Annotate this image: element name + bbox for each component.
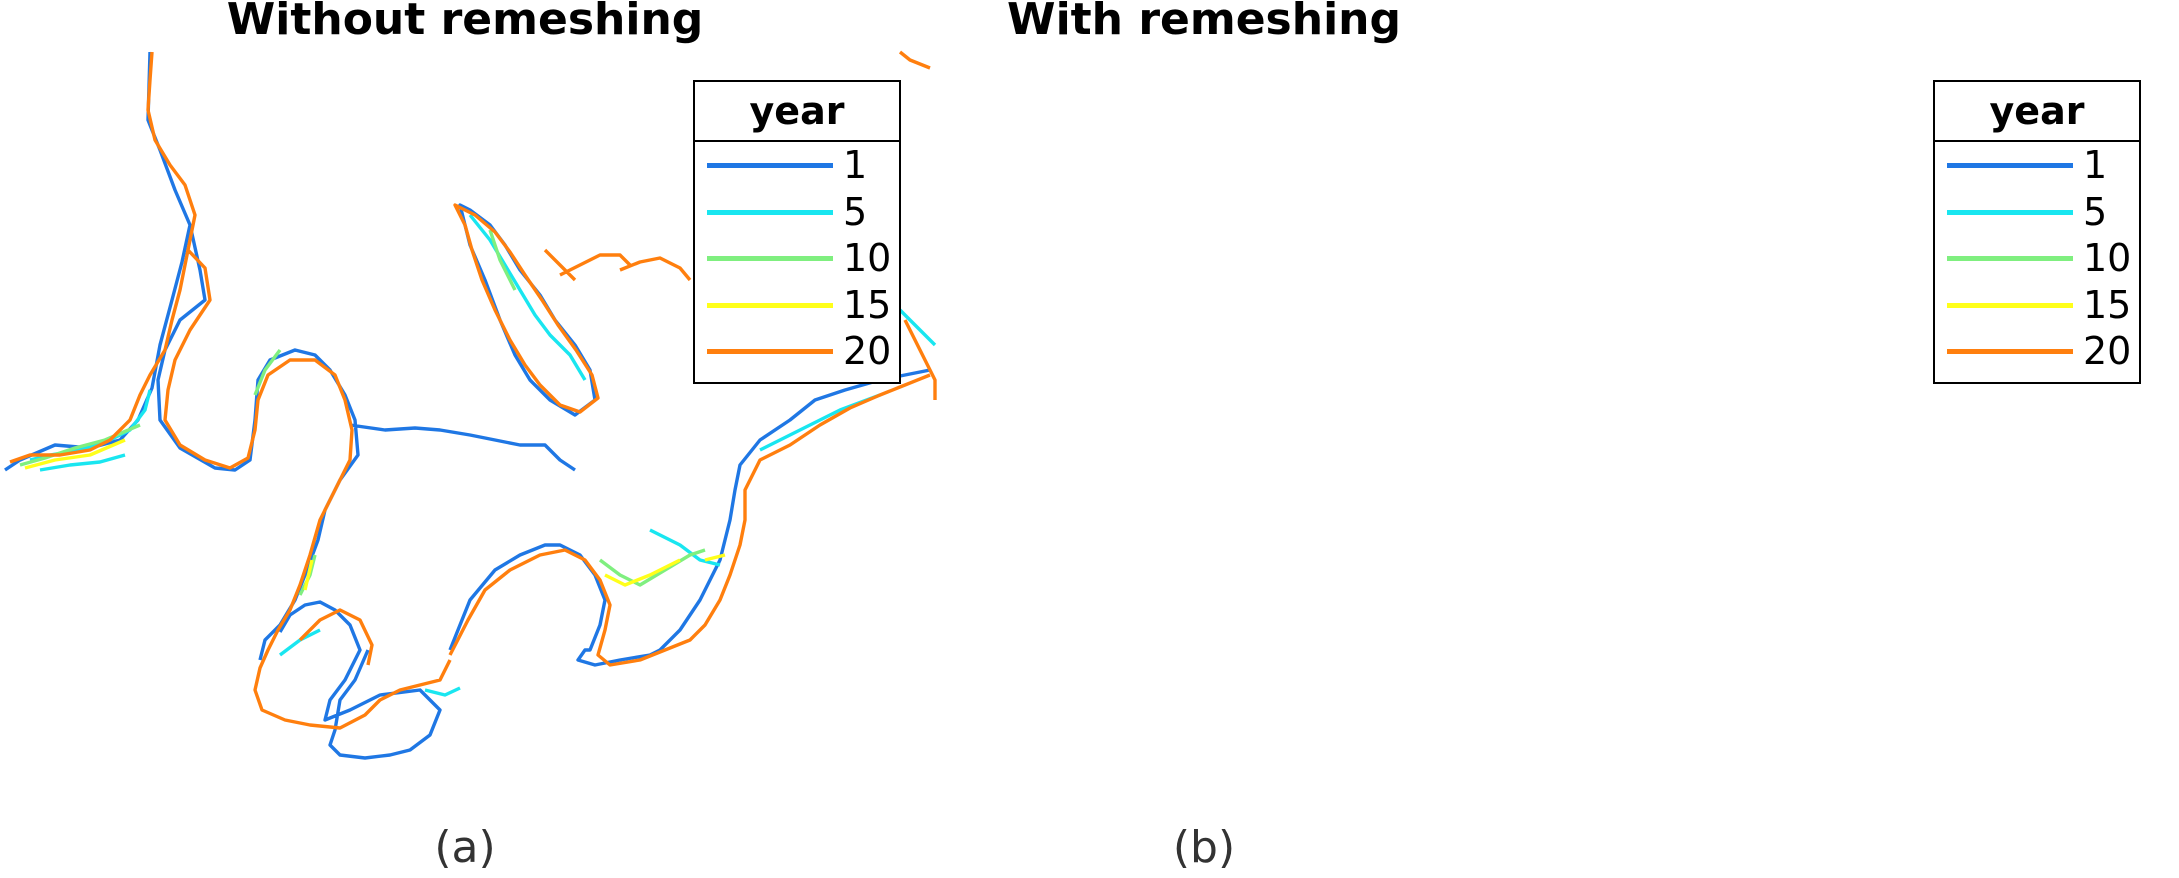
panel-without-remeshing: Without remeshing year 1 5 10 [0, 0, 1000, 878]
legend-swatch [707, 256, 833, 261]
legend-label: 20 [2083, 329, 2132, 373]
legend-swatch [1947, 256, 2073, 261]
legend-label: 5 [2083, 189, 2108, 234]
legend-swatch [707, 302, 833, 308]
legend-entry: 5 [695, 189, 899, 236]
legend-entry: 5 [1935, 189, 2139, 236]
legend-entry: 20 [695, 328, 899, 375]
legend-entry: 1 [695, 142, 899, 189]
legend-swatch [1947, 163, 2073, 168]
legend-label: 5 [843, 189, 868, 234]
legend-label: 20 [843, 329, 892, 373]
legend-entry: 15 [695, 282, 899, 329]
contour-year-20 [9, 50, 937, 730]
legend-swatch [1947, 302, 2073, 308]
legend-entry: 20 [1935, 328, 2139, 375]
legend-label: 15 [2083, 282, 2132, 327]
contour-year-1 [4, 51, 931, 760]
legend-entry: 15 [1935, 282, 2139, 329]
contour-year-10 [19, 229, 706, 596]
ice-front-contour-map [4, 50, 937, 760]
legend-label: 10 [843, 236, 892, 280]
legend-label: 1 [843, 143, 868, 187]
legend-swatch [1947, 209, 2073, 215]
legend: year 1 5 10 15 20 [693, 80, 901, 384]
contour-year-15 [24, 438, 726, 591]
panel-title: Without remeshing [226, 0, 704, 45]
legend: year 1 5 10 15 20 [1933, 80, 2141, 384]
legend-swatch [707, 163, 833, 168]
legend-swatch [707, 349, 833, 354]
legend-entry: 1 [1935, 142, 2139, 189]
legend-entry: 10 [695, 235, 899, 282]
legend-label: 1 [2083, 143, 2108, 187]
legend-label: 15 [843, 282, 892, 327]
legend-swatch [707, 209, 833, 215]
legend-label: 10 [2083, 236, 2132, 280]
legend-swatch [1947, 349, 2073, 354]
contour-lines [4, 50, 937, 760]
panel-caption: (a) [434, 822, 496, 873]
panel-with-remeshing: With remeshing year 1 5 10 15 20 [1007, 0, 2179, 878]
legend-title: year [695, 82, 899, 142]
panel-title: With remeshing [1007, 0, 1401, 45]
legend-title: year [1935, 82, 2139, 142]
legend-entry: 10 [1935, 235, 2139, 282]
panel-caption: (b) [1172, 822, 1236, 873]
